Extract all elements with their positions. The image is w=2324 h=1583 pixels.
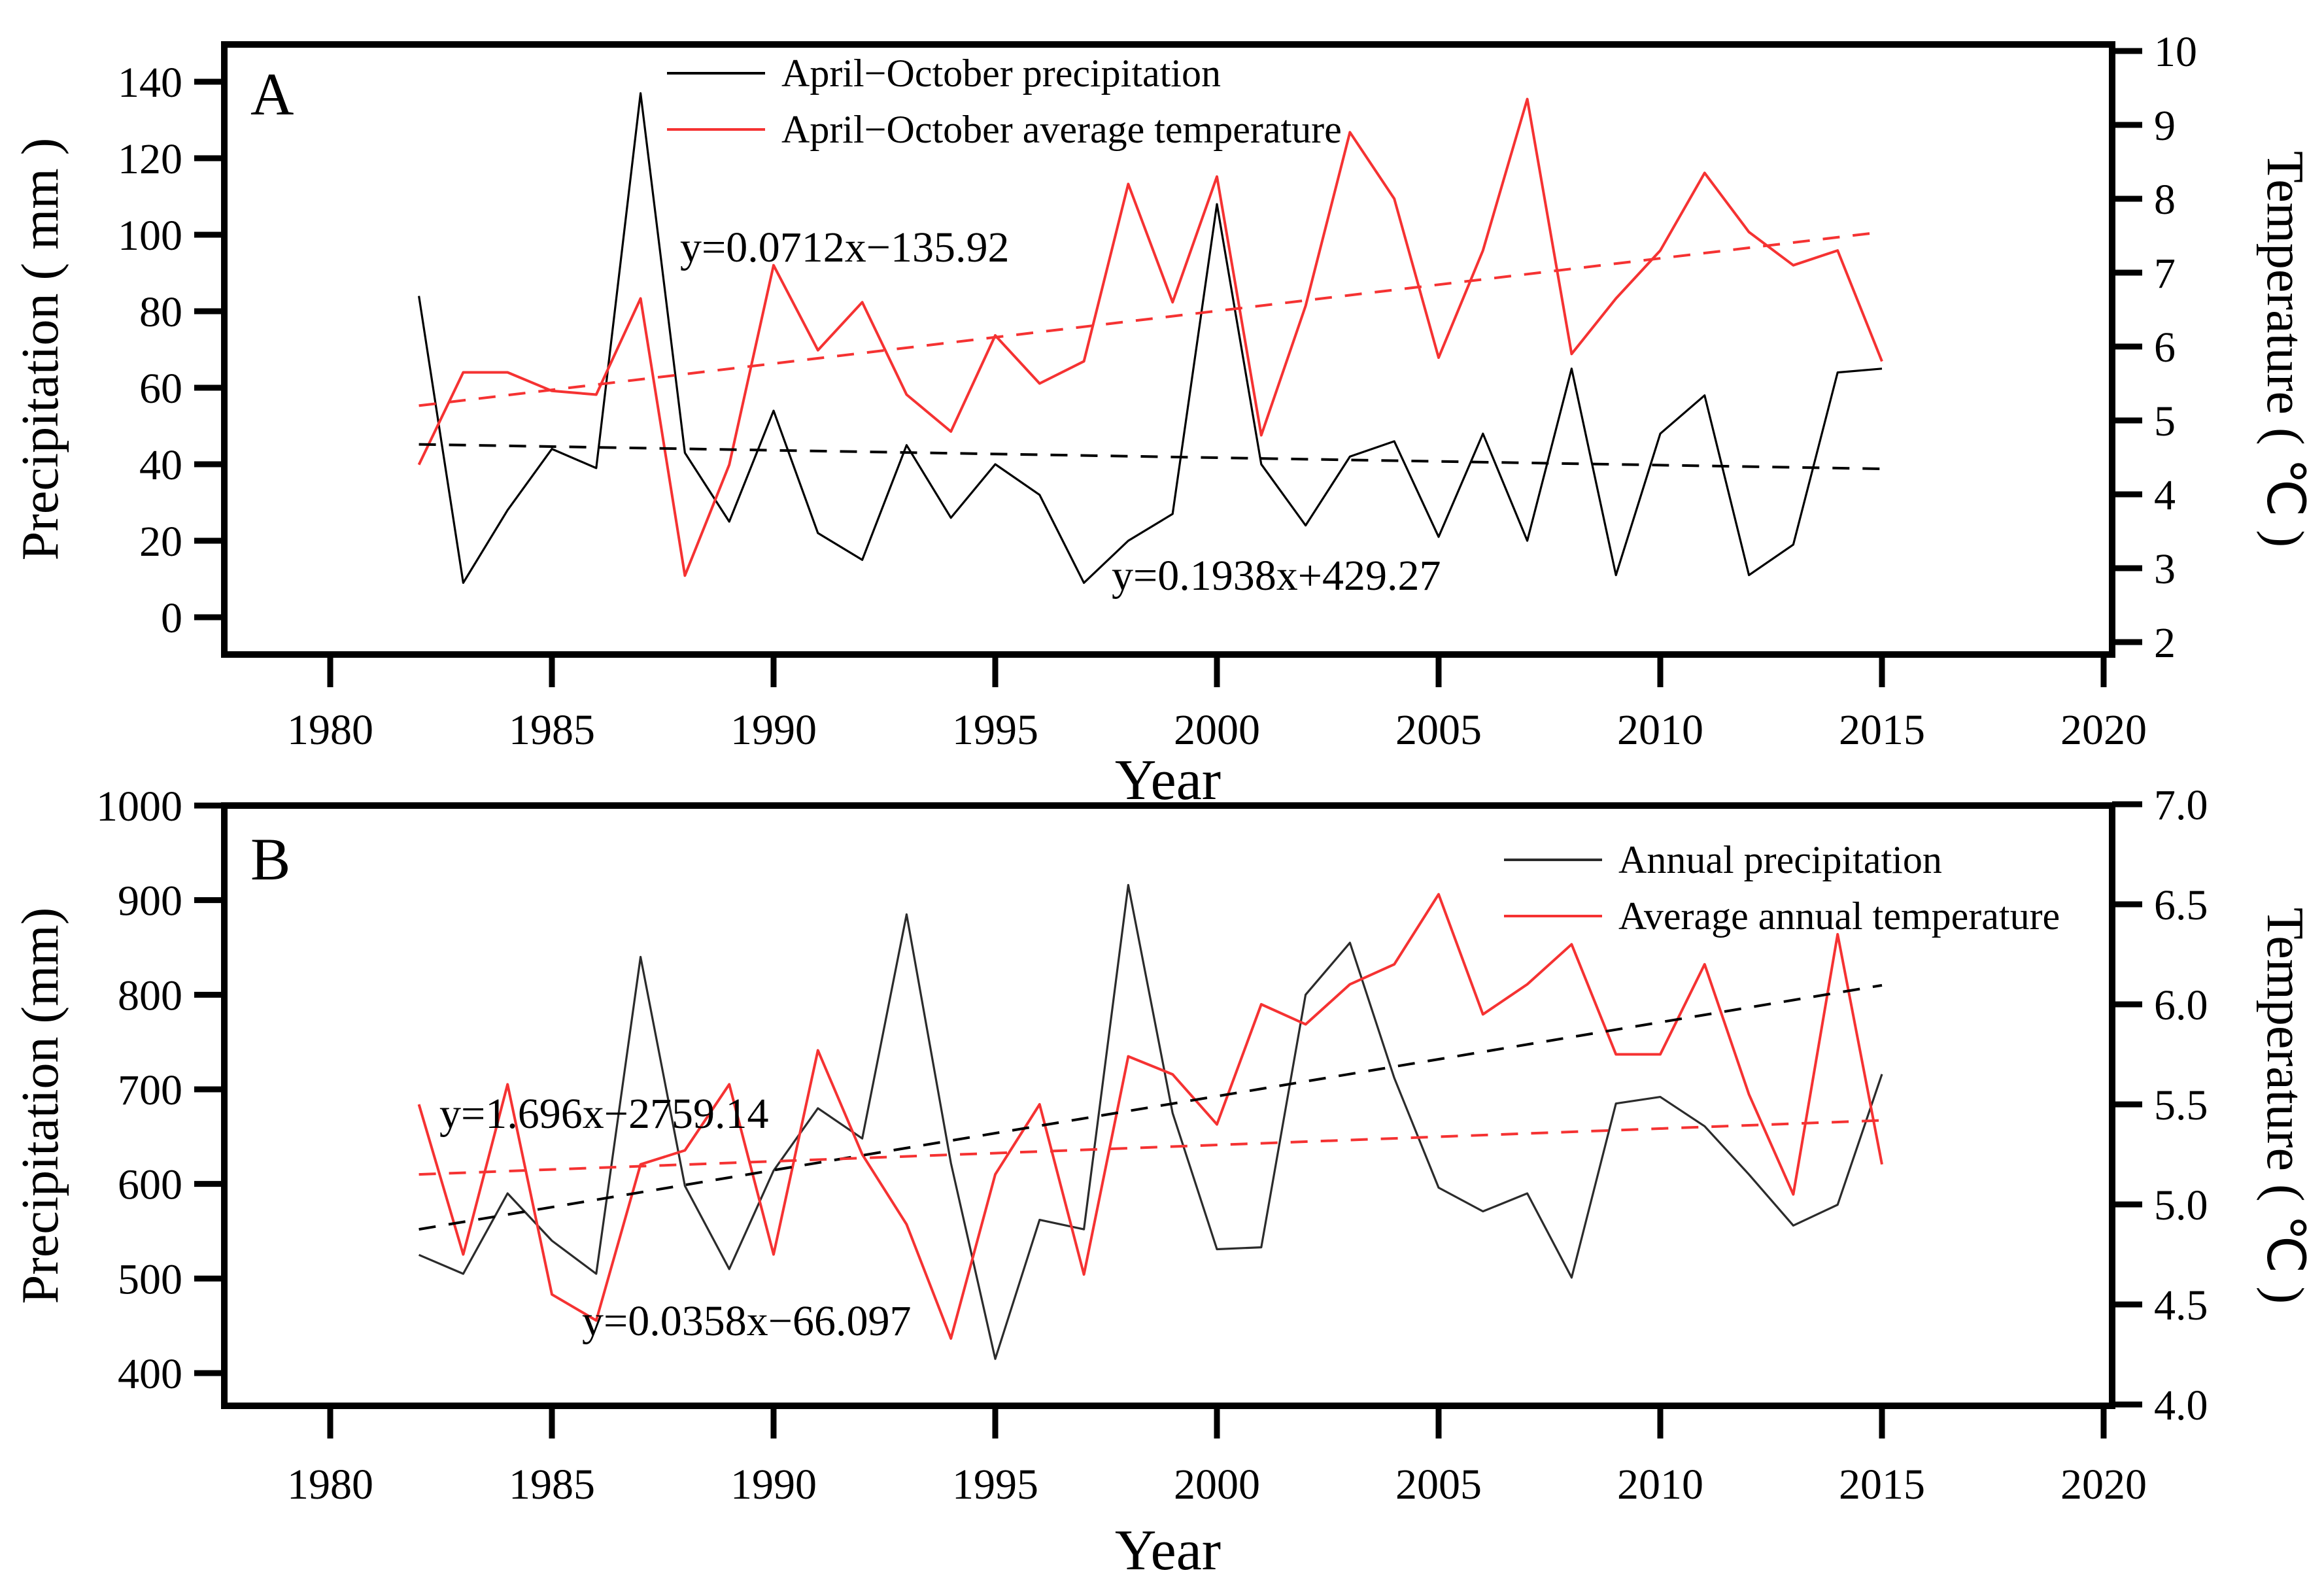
legend-label-annual-temperature: Average annual temperature	[1618, 894, 2060, 938]
x-axis-tick-label: 2020	[2060, 706, 2147, 754]
panel-b-precipitation-line	[418, 883, 1883, 1360]
right-axis-tick-label: 10	[2154, 28, 2197, 76]
x-axis-tick-label: 1980	[287, 1461, 373, 1508]
x-axis-tick-label: 2005	[1395, 706, 1482, 754]
x-axis-tick-label: 1990	[730, 706, 817, 754]
x-axis-tick-label: 1995	[952, 706, 1038, 754]
left-axis-tick-label: 1000	[96, 783, 182, 830]
panel-a: 0 20 40 60 80 100 120 140 2 3 4 5 6 7 8 9 10 1980 1985 1990…	[12, 28, 2314, 812]
left-axis-tick-label: 0	[161, 594, 182, 642]
right-axis-tick-label: 3	[2154, 545, 2176, 593]
x-axis-tick-label: 2000	[1174, 1461, 1260, 1508]
right-axis-tick-label: 9	[2154, 102, 2176, 150]
panel-a-left-axis-title: Precipitation ( mm )	[12, 138, 69, 561]
panel-a-legend: April−October precipitation April−Octobe…	[667, 52, 1342, 151]
panel-b-precipitation-trendline	[419, 983, 1883, 1231]
x-axis-tick-label: 2000	[1174, 706, 1260, 754]
legend-label-annual-precipitation: Annual precipitation	[1618, 838, 1942, 881]
right-axis-tick-label: 4.5	[2154, 1282, 2208, 1329]
right-axis-tick-label: 8	[2154, 176, 2176, 224]
right-axis-tick-label: 6.0	[2154, 981, 2208, 1029]
panel-a-precipitation-trendline	[419, 443, 1883, 471]
x-axis-tick-label: 1990	[730, 1461, 817, 1508]
panel-b-legend: Annual precipitation Average annual temp…	[1504, 838, 2060, 938]
x-axis-tick-label: 2015	[1839, 706, 1925, 754]
right-axis-tick-label: 7	[2154, 250, 2176, 298]
right-axis-tick-label: 4	[2154, 471, 2176, 519]
panel-b: 400 500 600 700 800 900 1000 4.0 4.5 5.0 5.5 6.0 6.5…	[12, 781, 2314, 1582]
panel-b-xlabel: Year	[1115, 1519, 1221, 1582]
right-axis-tick-label: 7.0	[2154, 781, 2208, 829]
right-axis-tick-label: 5.0	[2154, 1182, 2208, 1229]
legend-label-precipitation: April−October precipitation	[781, 52, 1221, 95]
right-axis-tick-label: 4.0	[2154, 1382, 2208, 1429]
panel-b-temperature-line	[417, 893, 1883, 1340]
right-axis-tick-label: 5	[2154, 398, 2176, 445]
x-axis-tick-label: 1980	[287, 706, 373, 754]
panel-b-series-layer	[417, 883, 1883, 1360]
right-axis-tick-label: 6.5	[2154, 881, 2208, 929]
x-axis-tick-label: 1995	[952, 1461, 1038, 1508]
x-axis-tick-label: 2010	[1617, 706, 1703, 754]
left-axis-tick-label: 500	[118, 1255, 182, 1303]
panel-b-ticks-layer: 400 500 600 700 800 900 1000 4.0 4.5 5.0 5.5 6.0 6.5…	[96, 781, 2208, 1508]
left-axis-tick-label: 100	[118, 212, 182, 260]
panel-a-xlabel: Year	[1115, 749, 1221, 812]
panel-a-precipitation-equation: y=0.1938x+429.27	[1112, 552, 1441, 600]
panel-a-ticks-layer: 0 20 40 60 80 100 120 140 2 3 4 5 6 7 8 9 10 1980 1985 1990…	[118, 28, 2197, 754]
panel-b-right-axis-title: Temperature ( ℃ )	[2256, 908, 2314, 1304]
panel-b-letter: B	[250, 826, 290, 893]
right-axis-tick-label: 6	[2154, 324, 2176, 371]
panel-a-temperature-trendline	[419, 230, 1883, 407]
left-axis-tick-label: 120	[118, 135, 182, 183]
left-axis-tick-label: 20	[139, 518, 182, 566]
left-axis-tick-label: 400	[118, 1350, 182, 1398]
panel-b-temperature-equation: y=0.0358x−66.097	[582, 1297, 911, 1345]
left-axis-tick-label: 900	[118, 877, 182, 925]
left-axis-tick-label: 800	[118, 972, 182, 1019]
x-axis-tick-label: 2005	[1395, 1461, 1482, 1508]
x-axis-tick-label: 2010	[1617, 1461, 1703, 1508]
left-axis-tick-label: 60	[139, 365, 182, 413]
panel-b-precipitation-equation: y=1.696x−2759.14	[439, 1090, 768, 1138]
right-axis-tick-label: 5.5	[2154, 1081, 2208, 1129]
x-axis-tick-label: 2015	[1839, 1461, 1925, 1508]
panel-a-precipitation-line	[418, 92, 1883, 585]
left-axis-tick-label: 700	[118, 1066, 182, 1114]
panel-a-right-axis-title: Temperature ( ℃ )	[2256, 151, 2314, 547]
left-axis-tick-label: 40	[139, 441, 182, 489]
legend-label-temperature: April−October average temperature	[781, 108, 1342, 151]
x-axis-tick-label: 2020	[2060, 1461, 2147, 1508]
panel-a-letter: A	[250, 61, 294, 128]
panel-b-temperature-trendline	[419, 1119, 1883, 1176]
panel-a-series-layer	[417, 92, 1883, 585]
right-axis-tick-label: 2	[2154, 619, 2176, 667]
panel-a-temperature-line	[417, 97, 1883, 577]
panel-b-left-axis-title: Precipitation (mm)	[12, 908, 69, 1304]
left-axis-tick-label: 140	[118, 59, 182, 107]
x-axis-tick-label: 1985	[509, 706, 595, 754]
left-axis-tick-label: 600	[118, 1161, 182, 1209]
panel-a-temperature-equation: y=0.0712x−135.92	[680, 224, 1009, 271]
left-axis-tick-label: 80	[139, 288, 182, 336]
x-axis-tick-label: 1985	[509, 1461, 595, 1508]
